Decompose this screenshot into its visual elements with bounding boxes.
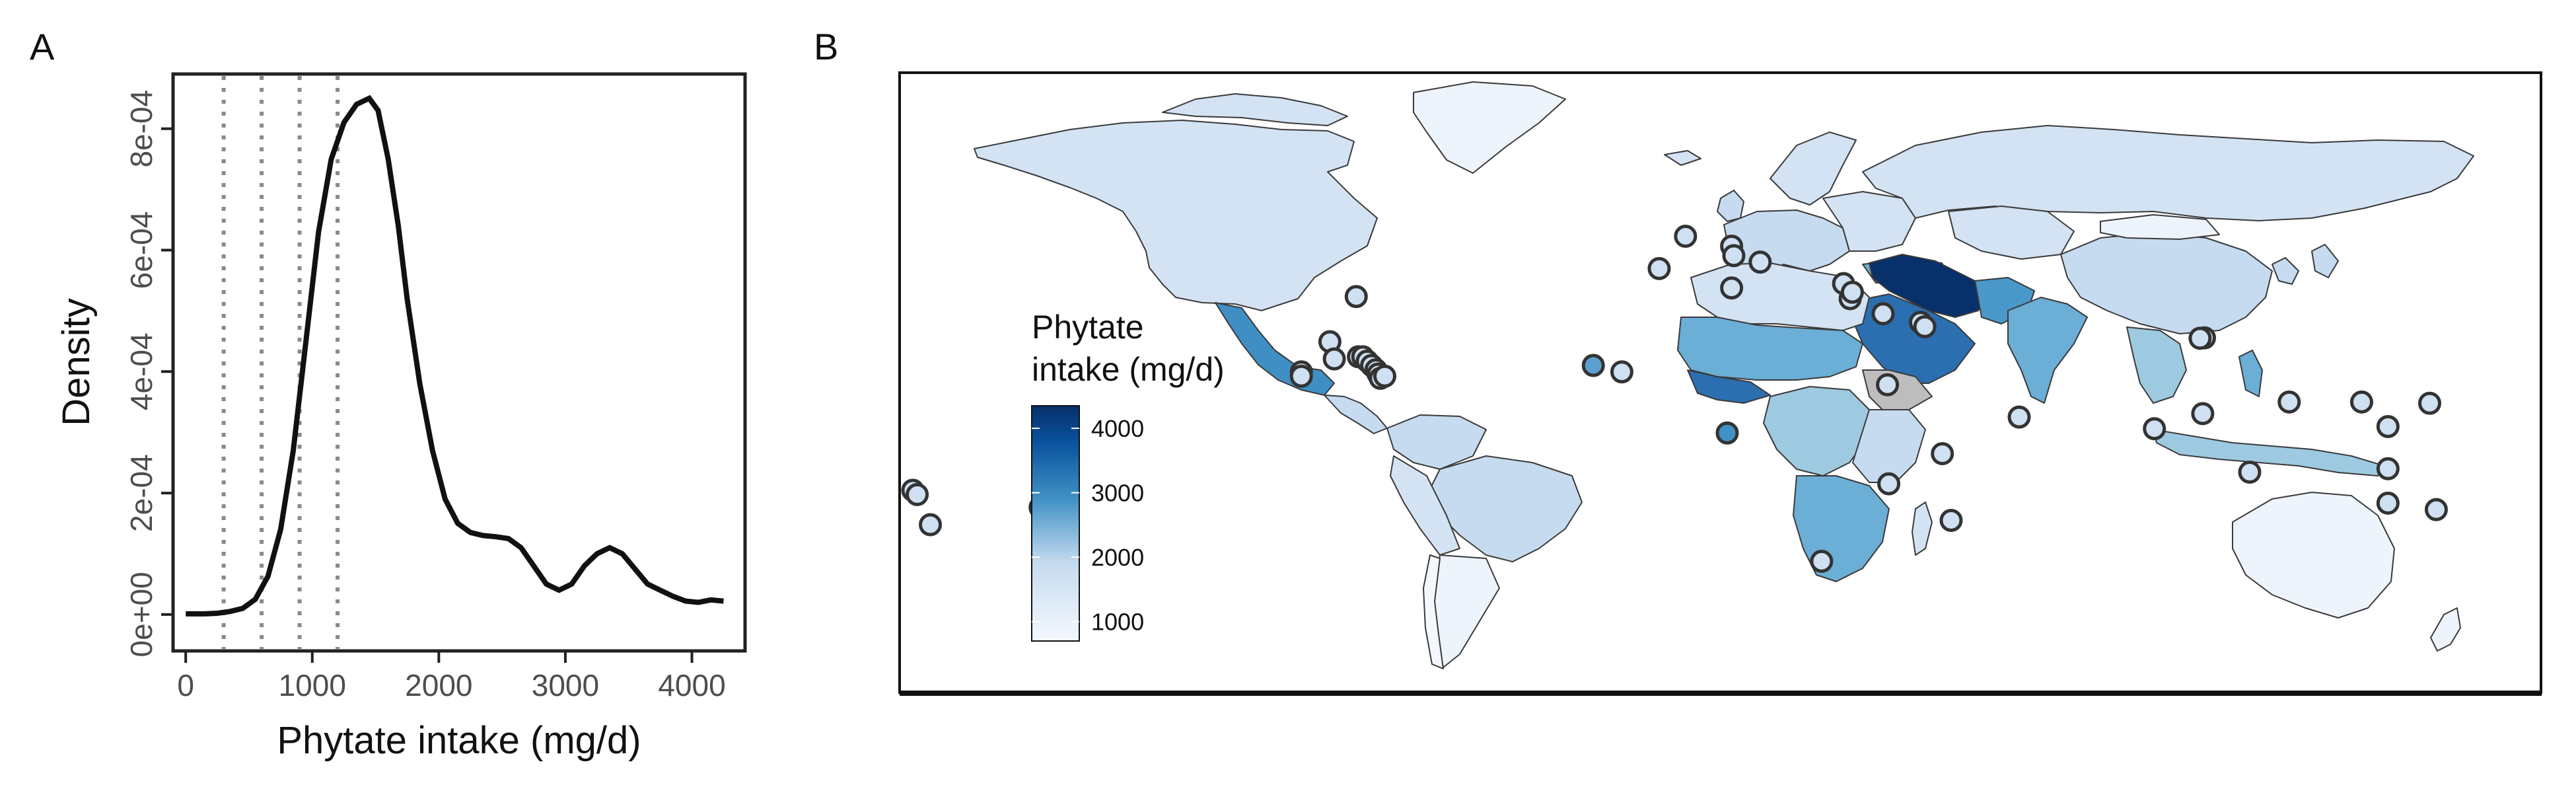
- panel-label-b: B: [814, 26, 838, 67]
- country-iceland: [1664, 150, 1701, 166]
- country-australia: [2232, 492, 2395, 619]
- y-tick-label: 4e-04: [124, 332, 159, 410]
- y-tick-label: 2e-04: [124, 454, 159, 532]
- map-point: [1810, 549, 1834, 573]
- country-europe-east: [1822, 191, 1916, 252]
- y-axis-title: Density: [55, 298, 98, 426]
- panel-a-plot-frame: [171, 72, 747, 653]
- legend-ticks: 4000 3000 2000 1000: [1032, 415, 1144, 636]
- legend-tick-label: 1000: [1091, 609, 1144, 636]
- country-north-america: [974, 120, 1378, 311]
- map-point: [2143, 417, 2166, 441]
- x-tick-label: 1000: [279, 668, 346, 702]
- map-point: [1748, 250, 1772, 274]
- country-southeast-asia: [2126, 326, 2187, 404]
- y-tick-label: 8e-04: [124, 90, 159, 168]
- map-point: [1877, 472, 1901, 496]
- map-point: [2418, 391, 2441, 415]
- country-shapes: [974, 81, 2474, 669]
- legend-tick-label: 3000: [1091, 480, 1144, 507]
- panel-a-threshold-lines: [221, 76, 340, 649]
- legend-colorbar: [1031, 405, 1080, 642]
- map-point: [1720, 276, 1744, 300]
- map-point: [1939, 508, 1963, 532]
- map-point: [1289, 364, 1313, 388]
- map-point: [1344, 285, 1368, 309]
- x-tick-label: 0: [177, 668, 194, 702]
- map-point: [2424, 498, 2448, 521]
- map-point: [2007, 405, 2031, 429]
- map-point: [1913, 315, 1937, 338]
- country-scandinavia: [1770, 132, 1857, 206]
- map-point: [1581, 354, 1605, 377]
- country-madagascar: [1912, 502, 1933, 556]
- map-point: [1647, 256, 1671, 280]
- map-point: [2376, 457, 2400, 480]
- legend-title-line-2: intake (mg/d): [1032, 351, 1225, 388]
- x-tick-label: 4000: [658, 668, 725, 702]
- country-canada-arctic: [1162, 93, 1348, 126]
- country-philippines: [2238, 350, 2263, 397]
- map-point: [1840, 280, 1864, 304]
- country-korea-japan: [2272, 244, 2339, 285]
- country-central-africa: [1763, 386, 1870, 476]
- country-east-africa: [1852, 409, 1926, 483]
- country-colombia-venezuela: [1386, 414, 1487, 470]
- map-legend: Phytate intake (mg/d) 4000 3000 2000 1000: [1031, 309, 1225, 642]
- map-point: [1871, 302, 1895, 326]
- y-tick-label: 6e-04: [124, 211, 159, 289]
- panel-a-y-axis: 0e+00 2e-04 4e-04 6e-04 8e-04: [124, 90, 173, 657]
- country-greenland: [1413, 81, 1566, 174]
- map-point: [2376, 414, 2400, 438]
- map-point: [1931, 441, 1954, 465]
- density-curve: [186, 94, 724, 617]
- country-russia: [1862, 125, 2474, 221]
- country-indonesia: [2153, 429, 2385, 476]
- country-mongolia: [2100, 214, 2220, 240]
- map-point: [2238, 460, 2262, 484]
- map-point: [1722, 244, 1746, 268]
- map-point: [1373, 364, 1396, 388]
- country-india: [2007, 297, 2088, 404]
- map-point: [2191, 402, 2215, 426]
- map-point: [2376, 491, 2400, 515]
- map-point: [919, 513, 943, 537]
- map-point: [1674, 225, 1698, 248]
- map-point: [1322, 347, 1346, 371]
- panel-a-density-chart: 0 1000 2000 3000 4000 0e+00 2e-04 4e-04 6e-04 8e…: [55, 72, 747, 762]
- country-west-africa-coast: [1687, 369, 1771, 404]
- y-tick-label: 0e+00: [124, 572, 159, 657]
- x-tick-label: 3000: [532, 668, 599, 702]
- map-point: [1610, 360, 1633, 384]
- country-new-zealand: [2430, 607, 2461, 652]
- map-point: [906, 482, 929, 506]
- legend-title-line-1: Phytate: [1032, 309, 1144, 346]
- panel-a-x-axis: 0 1000 2000 3000 4000: [177, 651, 726, 702]
- map-point: [1876, 373, 1900, 397]
- map-point: [2188, 326, 2212, 350]
- country-iran-central-asia: [1869, 254, 1989, 318]
- panel-label-a: A: [30, 26, 55, 67]
- country-chile: [1423, 554, 1444, 669]
- map-point: [1715, 421, 1739, 445]
- legend-tick-label: 4000: [1091, 415, 1144, 442]
- legend-tick-label: 2000: [1091, 544, 1144, 571]
- panel-b-world-map: Phytate intake (mg/d) 4000 3000 2000 1000: [898, 71, 2542, 696]
- map-point: [2349, 390, 2373, 414]
- x-axis-title: Phytate intake (mg/d): [277, 719, 641, 762]
- map-point: [2277, 390, 2301, 414]
- x-tick-label: 2000: [405, 668, 472, 702]
